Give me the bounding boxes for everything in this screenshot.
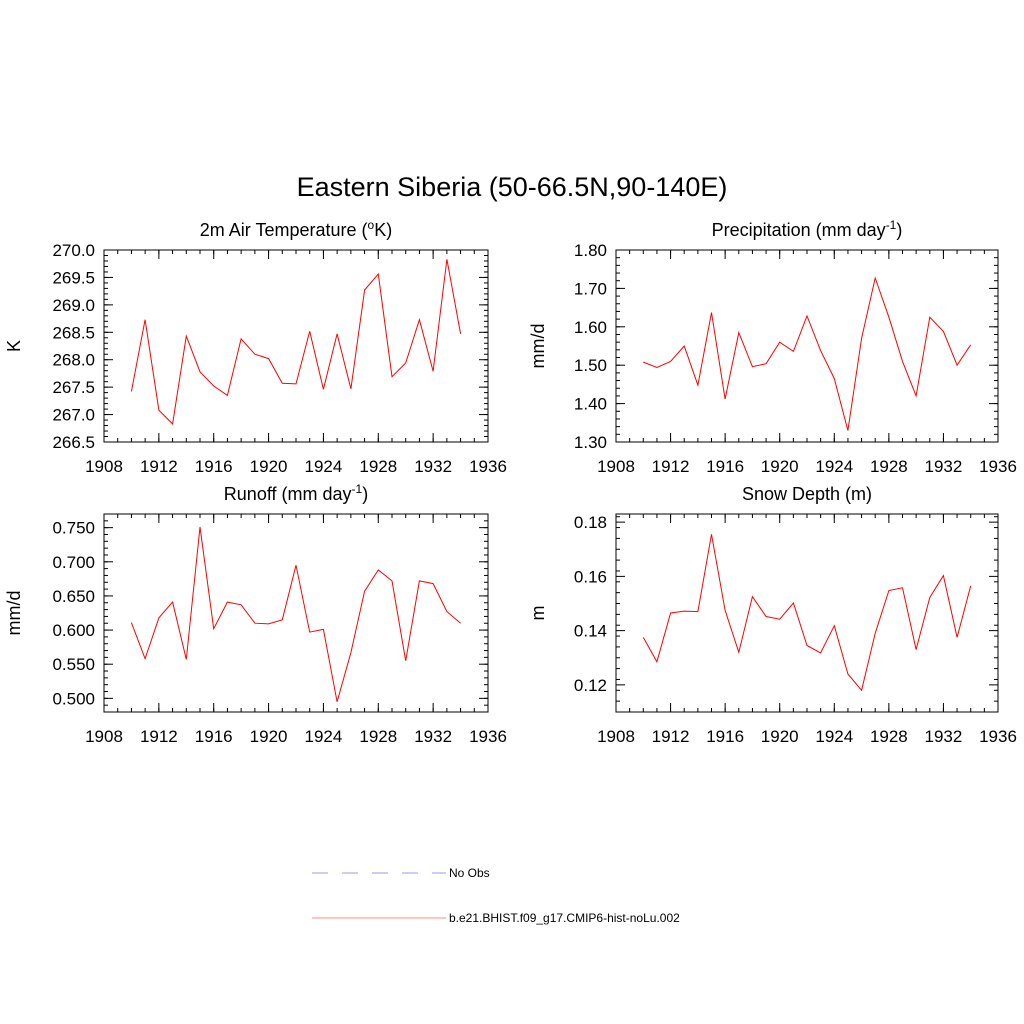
panel-title-sup: -1	[886, 218, 897, 232]
y-tick-label: 0.12	[574, 676, 607, 695]
legend: No Obs b.e21.BHIST.f09_g17.CMIP6-hist-no…	[312, 866, 680, 925]
ticks	[615, 514, 999, 713]
panel-title-end: K)	[374, 220, 392, 240]
x-tick-label: 1908	[597, 727, 635, 746]
y-tick-label: 0.750	[52, 519, 95, 538]
x-tick-label: 1928	[870, 457, 908, 476]
panel-title-sup: -1	[352, 482, 363, 496]
panel-title: Snow Depth (m)	[742, 484, 872, 504]
x-tick-label: 1924	[815, 457, 853, 476]
y-tick-label: 268.0	[52, 351, 95, 370]
panel-title: Runoff (mm day-1)	[224, 482, 368, 504]
x-tick-label: 1932	[925, 457, 963, 476]
plot-frame	[103, 513, 489, 713]
y-tick-label: 267.0	[52, 406, 95, 425]
y-tick-label: 1.40	[574, 395, 607, 414]
x-tick-label: 1912	[140, 727, 178, 746]
panel-title: 2m Air Temperature (oK)	[200, 218, 392, 240]
y-axis-label: mm/d	[528, 324, 548, 369]
y-tick-label: 0.500	[52, 689, 95, 708]
x-tick-label: 1928	[870, 727, 908, 746]
panel-title-main: 2m Air Temperature (	[200, 220, 368, 240]
x-tick-label: 1916	[195, 727, 233, 746]
x-tick-label: 1916	[706, 727, 744, 746]
y-tick-label: 1.50	[574, 356, 607, 375]
y-tick-label: 0.550	[52, 655, 95, 674]
y-tick-label: 269.5	[52, 268, 95, 287]
y-tick-label: 268.5	[52, 323, 95, 342]
x-tick-label: 1936	[979, 727, 1017, 746]
y-axis-label: mm/d	[4, 591, 24, 636]
x-tick-label: 1924	[305, 457, 343, 476]
y-tick-label: 0.18	[574, 513, 607, 532]
x-tick-label: 1908	[85, 457, 123, 476]
panel-title-end: )	[362, 484, 368, 504]
y-tick-label: 266.5	[52, 433, 95, 452]
x-tick-label: 1908	[85, 727, 123, 746]
panel-runoff: 1908 1912 1916 1920 1924 1928 1932 1936 0.500 0.5…	[4, 482, 507, 746]
y-tick-label: 1.80	[574, 241, 607, 260]
series-line	[643, 276, 972, 431]
x-tick-label: 1936	[979, 457, 1017, 476]
x-tick-label: 1932	[414, 727, 452, 746]
x-tick-label: 1920	[761, 727, 799, 746]
legend-label-no-obs: No Obs	[449, 866, 490, 880]
main-title: Eastern Siberia (50-66.5N,90-140E)	[297, 172, 728, 202]
x-tick-label: 1932	[925, 727, 963, 746]
x-tick-label: 1936	[469, 727, 507, 746]
ticks	[103, 249, 489, 443]
panel-title-main: Precipitation (mm day	[712, 220, 886, 240]
y-axis-label: K	[4, 340, 24, 352]
panel-title-main: Snow Depth (m)	[742, 484, 872, 504]
y-tick-label: 1.70	[574, 279, 607, 298]
x-tick-label: 1908	[597, 457, 635, 476]
y-tick-label: 267.5	[52, 378, 95, 397]
x-tick-label: 1920	[761, 457, 799, 476]
x-tick-label: 1920	[250, 727, 288, 746]
y-tick-label: 1.30	[574, 433, 607, 452]
series-line	[130, 526, 461, 702]
x-tick-label: 1912	[652, 457, 690, 476]
y-tick-label: 1.60	[574, 318, 607, 337]
x-tick-label: 1920	[250, 457, 288, 476]
panel-title-sup: o	[368, 218, 375, 232]
panel-title: Precipitation (mm day-1)	[712, 218, 903, 240]
x-tick-label: 1928	[359, 457, 397, 476]
x-tick-label: 1912	[652, 727, 690, 746]
x-tick-label: 1916	[195, 457, 233, 476]
x-tick-label: 1936	[469, 457, 507, 476]
y-tick-label: 0.700	[52, 553, 95, 572]
x-tick-label: 1928	[359, 727, 397, 746]
panel-title-main: Runoff (mm day	[224, 484, 352, 504]
x-tick-label: 1912	[140, 457, 178, 476]
ticks	[103, 513, 489, 713]
y-tick-label: 0.14	[574, 622, 607, 641]
plot-frame	[615, 249, 999, 443]
legend-label-model: b.e21.BHIST.f09_g17.CMIP6-hist-noLu.002	[449, 911, 680, 925]
y-tick-label: 0.650	[52, 587, 95, 606]
panel-title-end: )	[896, 220, 902, 240]
x-tick-label: 1932	[414, 457, 452, 476]
x-tick-label: 1924	[815, 727, 853, 746]
ticks	[615, 249, 999, 443]
x-tick-label: 1916	[706, 457, 744, 476]
y-tick-label: 0.16	[574, 567, 607, 586]
y-tick-label: 0.600	[52, 621, 95, 640]
panel-precipitation: 1908 1912 1916 1920 1924 1928 1932 1936 1.30 1.40…	[528, 218, 1017, 476]
panel-air-temperature: 1908 1912 1916 1920 1924 1928 1932 1936 266.5 267…	[4, 218, 507, 476]
y-tick-label: 270.0	[52, 241, 95, 260]
y-tick-label: 269.0	[52, 296, 95, 315]
series-line	[642, 534, 972, 692]
x-tick-label: 1924	[305, 727, 343, 746]
series-line	[130, 259, 462, 425]
panel-snow-depth: 1908 1912 1916 1920 1924 1928 1932 1936 0.12 0.14…	[528, 484, 1017, 746]
y-axis-label: m	[528, 606, 548, 621]
